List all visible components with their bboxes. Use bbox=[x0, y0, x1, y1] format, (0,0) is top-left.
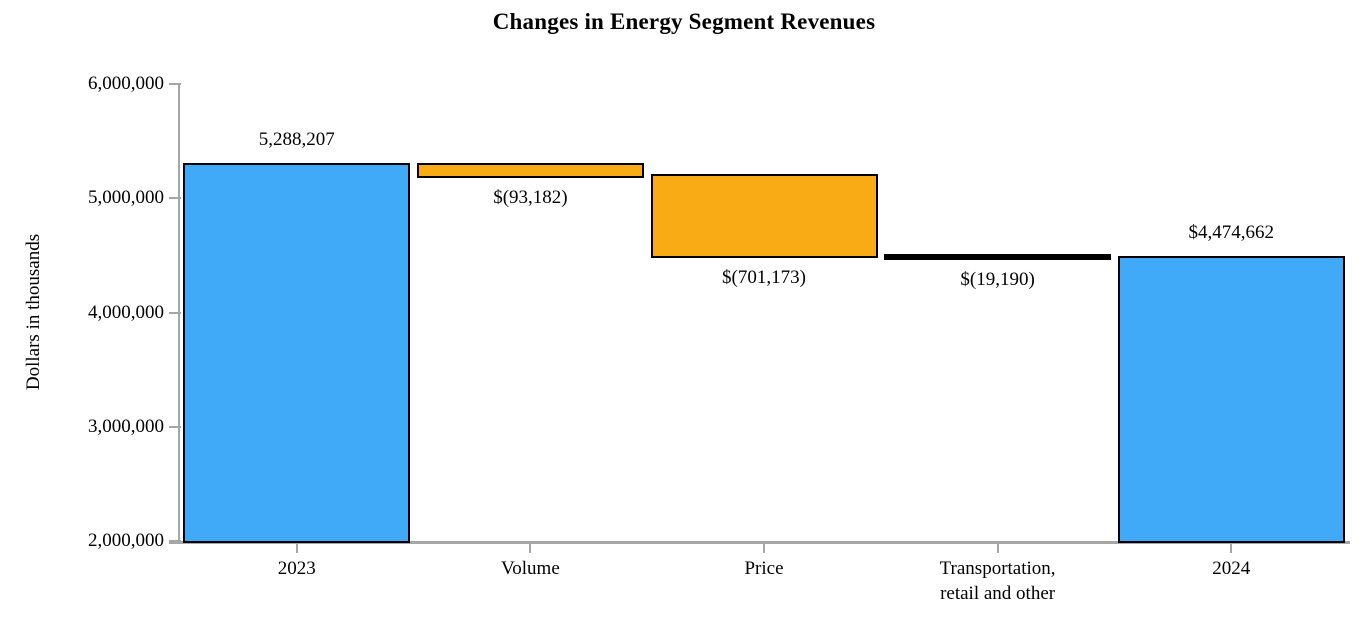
y-axis-line bbox=[178, 84, 180, 544]
y-axis-tick bbox=[169, 197, 181, 200]
waterfall-bar-2023 bbox=[183, 163, 411, 543]
bar-value-label: $(93,182) bbox=[493, 186, 568, 208]
y-axis-tick bbox=[169, 83, 181, 85]
y-axis-tick bbox=[169, 311, 181, 314]
bar-value-label: $4,474,662 bbox=[1188, 222, 1274, 244]
y-axis-tick-label: 4,000,000 bbox=[88, 301, 164, 323]
x-axis-category-label: 2023 bbox=[177, 556, 417, 581]
x-axis-category-label-line: retail and other bbox=[940, 583, 1056, 604]
x-axis-category-label: Price bbox=[644, 556, 884, 581]
x-axis-tick bbox=[529, 544, 532, 553]
x-axis-line bbox=[169, 541, 1350, 544]
x-axis-category-label: Volume bbox=[410, 556, 650, 581]
waterfall-bar-2024 bbox=[1117, 256, 1345, 543]
x-axis-category-label-line: Transportation, bbox=[939, 558, 1056, 579]
x-axis-category-label-line: Price bbox=[744, 558, 784, 579]
waterfall-bar-volume bbox=[416, 163, 644, 178]
x-axis-category-label: Transportation, retail and other bbox=[878, 556, 1118, 606]
bar-value-label: 5,288,207 bbox=[258, 129, 335, 151]
x-axis-category-label-line: 2023 bbox=[277, 558, 316, 579]
x-axis-category-label: 2024 bbox=[1111, 556, 1351, 581]
y-axis-tick-label: 5,000,000 bbox=[88, 187, 164, 209]
y-axis-tick-label: 3,000,000 bbox=[88, 415, 164, 437]
x-axis-category-label-line: 2024 bbox=[1212, 558, 1251, 579]
bar-value-label: $(701,173) bbox=[722, 267, 806, 289]
y-axis-tick-label: 6,000,000 bbox=[88, 73, 164, 94]
y-axis-tick bbox=[169, 425, 181, 428]
waterfall-bar-transportation- bbox=[884, 254, 1112, 261]
y-axis-tick-label: 2,000,000 bbox=[88, 530, 164, 551]
bar-value-label: $(19,190) bbox=[960, 269, 1035, 291]
x-axis-tick bbox=[996, 544, 999, 553]
x-axis-tick bbox=[1230, 544, 1233, 553]
x-axis-category-label-line: Volume bbox=[501, 558, 560, 579]
chart-title: Changes in Energy Segment Revenues bbox=[492, 9, 876, 34]
y-axis-tick bbox=[169, 540, 181, 542]
x-axis-tick bbox=[763, 544, 765, 553]
waterfall-bar-price bbox=[650, 173, 878, 259]
x-axis-tick bbox=[295, 544, 298, 553]
